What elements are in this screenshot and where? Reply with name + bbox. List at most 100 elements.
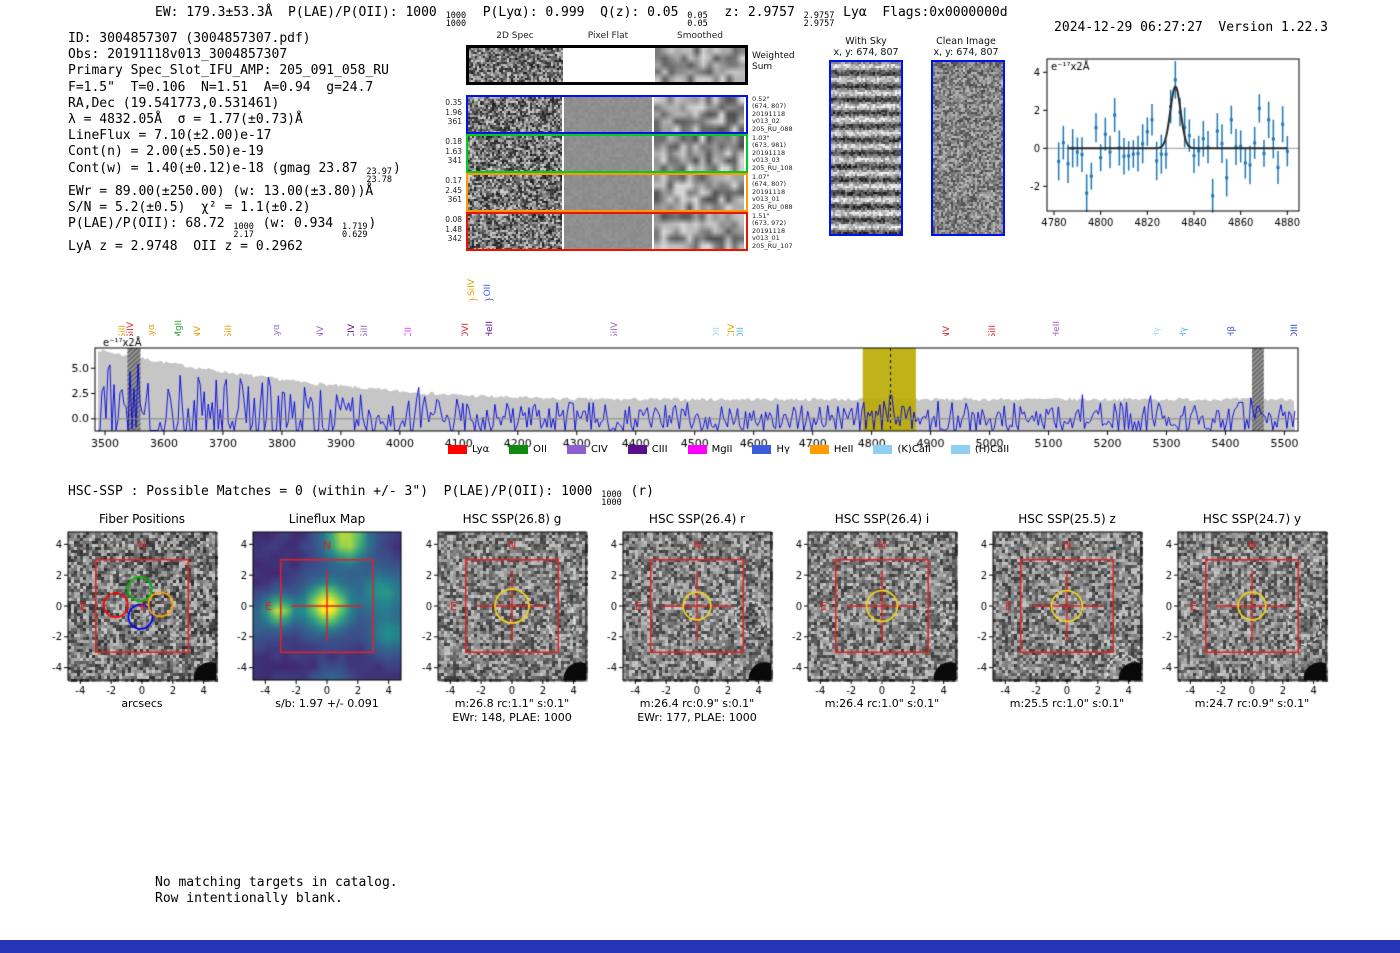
withsky-title-line1: With Sky [845, 36, 887, 47]
emission-line-label: SiIV{ [467, 279, 477, 303]
legend-item: OII [509, 444, 547, 455]
legend-swatch [627, 445, 647, 454]
text-segment: λ = 4832.05Å σ = 1.77(±0.73)Å [68, 112, 303, 128]
report-header-summary: EW: 179.3±53.3Å P(LAE)/P(OII): 1000 1000… [155, 5, 1008, 28]
left-label-line: 1.48 [445, 224, 462, 234]
text-segment: ) [393, 160, 401, 176]
right-label-line: (674, 807) [752, 102, 787, 111]
spec2d-row [466, 134, 748, 173]
info-line: RA,Dec (19.541773,0.531461) [68, 96, 401, 112]
spec2d-row-left-labels: 0.18 1.63 341 [432, 137, 462, 166]
spec2d-row-left-labels: 0.35 1.96 361 [432, 98, 462, 127]
info-line: λ = 4832.05Å σ = 1.77(±0.73)Å [68, 112, 401, 128]
right-label-line: v013_01 [752, 195, 780, 204]
cleanimage-title-line2: x, y: 674, 807 [933, 47, 999, 58]
right-label-line: v013_02 [752, 117, 780, 126]
stacked-fraction: 23.97 23.78 [366, 166, 393, 184]
pixelflat-image [564, 175, 652, 210]
spec2d-row [466, 95, 748, 134]
stacked-fraction: 1000 1000 [601, 491, 621, 508]
legend-swatch [509, 445, 529, 454]
cutout-caption-5: m:25.5 rc:1.0" s:0.1" [1009, 697, 1125, 710]
spec2d-image [468, 136, 562, 171]
smoothed-image [655, 48, 745, 82]
text-segment: EWr = 89.00(±250.00) (w: 13.00(±3.80))Å [68, 183, 374, 199]
fraction-upper: 1.719 [341, 222, 368, 233]
legend-item: CIV [566, 444, 608, 455]
smoothed-image [654, 97, 744, 132]
pixelflat-image [564, 136, 652, 171]
legend-label: (K)CaII [897, 444, 931, 455]
right-label-line: 20191118 [752, 109, 786, 118]
legend-item: Lyα [448, 444, 489, 455]
cutout-title-1: Lineflux Map [288, 512, 366, 526]
legend-item: CIII [627, 444, 668, 455]
text-segment: (r) [622, 484, 655, 499]
cutout-caption-4: m:26.4 rc:1.0" s:0.1" [824, 697, 940, 710]
fraction-upper: 23.97 [366, 166, 393, 177]
pixelflat-image [564, 214, 652, 249]
fraction-upper: 1000 [445, 11, 467, 21]
legend-label: CIV [590, 444, 608, 455]
legend-swatch [809, 445, 829, 454]
cutout-image-4 [775, 528, 960, 700]
legend-swatch [873, 445, 893, 454]
right-label-line: 0.52" [752, 95, 770, 103]
fraction-lower: 2.17 [233, 230, 254, 241]
right-label-line: (674, 807) [752, 180, 787, 189]
cutout-caption2-3: EWr: 177, PLAE: 1000 [637, 711, 757, 724]
right-label-line: (673, 981) [752, 141, 787, 150]
right-label-line: (673, 972) [752, 219, 787, 228]
info-line: S/N = 5.2(±0.5) χ² = 1.1(±0.2) [68, 200, 401, 216]
spec2d-row-right-labels: Weighted Sum [752, 51, 795, 73]
pixelflat-image [565, 48, 653, 82]
right-label-line: 1.03" [752, 134, 770, 142]
cutout-image-2 [405, 528, 590, 700]
right-label-line: 205_RU_108 [752, 163, 793, 172]
right-label-line: 20191118 [752, 226, 786, 235]
legend-label: HeII [833, 444, 854, 455]
fraction-lower: 1000 [445, 19, 467, 29]
info-line: ID: 3004857307 (3004857307.pdf) [68, 31, 401, 47]
legend-label: Lyα [472, 444, 490, 455]
cutout-image-1 [220, 528, 405, 700]
left-label-line: 1.96 [445, 107, 462, 117]
text-segment: Lyα Flags:0x0000000d [835, 5, 1008, 20]
cutout-caption-6: m:24.7 rc:0.9" s:0.1" [1194, 697, 1310, 710]
report-date: 2024-12-29 06:27:27 [1054, 20, 1203, 35]
text-segment: Cont(n) = 2.00(±5.50)e-19 [68, 144, 264, 160]
cutout-image-0 [35, 528, 220, 700]
emission-line-label: OII{ [483, 284, 493, 303]
footer-note-1: No matching targets in catalog. [155, 875, 398, 890]
info-line: Cont(w) = 1.40(±0.12)e-18 (gmag 23.87 23… [68, 161, 401, 184]
stacked-fraction: 1000 1000 [445, 11, 467, 29]
spec2d-row-right-labels: 1.07" (674, 807) 20191118 v013_01 205_RU_088 [752, 173, 793, 211]
left-label-line: 1.63 [445, 146, 462, 156]
legend-label: (H)CaII [974, 444, 1010, 455]
cutout-title-5: HSC SSP(25.5) z [1018, 512, 1116, 526]
info-line: P(LAE)/P(OII): 68.72 1000 2.17 (w: 0.934 … [68, 216, 401, 239]
footer-notes: No matching targets in catalog. Row inte… [155, 875, 398, 906]
stacked-fraction: 2.9757 2.9757 [803, 12, 835, 29]
withsky-title-line2: x, y: 674, 807 [833, 47, 899, 58]
cutout-title-3: HSC SSP(26.4) r [648, 512, 746, 526]
left-label-line: 341 [447, 156, 462, 165]
spec2d-row-right-labels: 1.03" (673, 981) 20191118 v013_03 205_RU_108 [752, 134, 793, 172]
fraction-lower: 2.9757 [803, 19, 835, 29]
full-spectrum-plot [50, 336, 1350, 462]
right-label-line: Weighted [752, 51, 795, 61]
info-line: EWr = 89.00(±250.00) (w: 13.00(±3.80))Å [68, 184, 401, 200]
legend-swatch [687, 445, 707, 454]
emission-line-label-text: SiIV [467, 278, 477, 296]
legend-item: HeII [809, 444, 854, 455]
spec2d-row-left-labels: 0.17 2.45 361 [432, 176, 462, 205]
left-label-line: 0.18 [445, 137, 462, 146]
text-segment: Cont(w) = 1.40(±0.12)e-18 (gmag 23.87 [68, 160, 366, 176]
right-label-line: 20191118 [752, 187, 786, 196]
legend-item: (K)CaII [873, 444, 931, 455]
footer-note-2: Row intentionally blank. [155, 890, 343, 906]
text-segment: LyA z = 2.9748 OII z = 0.2962 [68, 239, 303, 255]
right-label-line: 205_RU_088 [752, 124, 793, 133]
hsc-match-summary: HSC-SSP : Possible Matches = 0 (within +… [68, 484, 654, 507]
